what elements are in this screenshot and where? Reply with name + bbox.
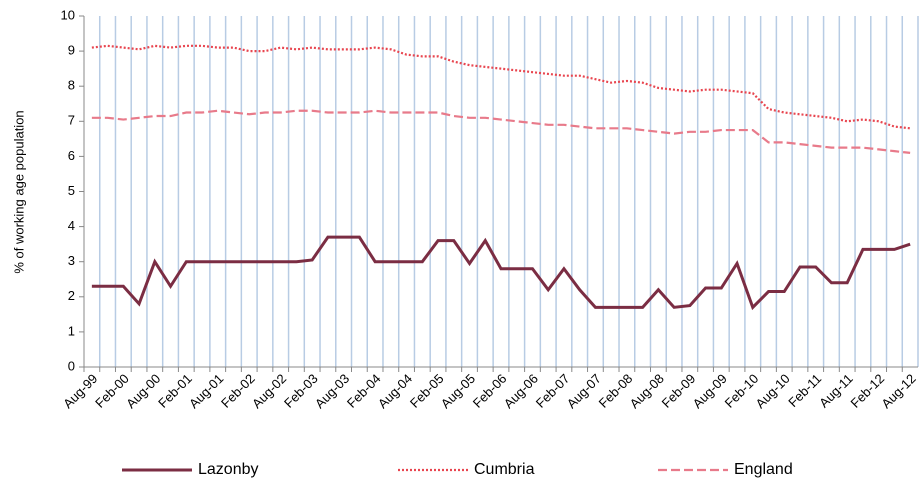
y-tick-label: 1 bbox=[68, 323, 75, 338]
x-tick-label: Aug-99 bbox=[60, 371, 100, 411]
x-tick-label: Aug-06 bbox=[501, 371, 541, 411]
x-tick-label: Aug-07 bbox=[564, 371, 604, 411]
x-tick-label: Aug-09 bbox=[690, 371, 730, 411]
x-tick-label: Aug-03 bbox=[312, 371, 352, 411]
y-tick-label: 8 bbox=[68, 78, 75, 93]
legend-label: England bbox=[734, 461, 793, 478]
x-tick-label: Aug-11 bbox=[816, 371, 856, 411]
y-tick-label: 4 bbox=[68, 218, 75, 233]
legend-label: Cumbria bbox=[474, 461, 535, 478]
line-lazonby bbox=[91, 235, 911, 311]
y-axis-label: % of working age population bbox=[11, 110, 26, 273]
x-tick-label: Aug-10 bbox=[753, 371, 793, 411]
line-cumbria bbox=[91, 44, 911, 130]
x-tick-label: Aug-02 bbox=[249, 371, 289, 411]
y-tick-label: 10 bbox=[61, 7, 75, 22]
x-tick-label: Aug-00 bbox=[123, 371, 163, 411]
x-tick-label: Aug-08 bbox=[627, 371, 667, 411]
y-tick-label: 6 bbox=[68, 148, 75, 163]
y-tick-label: 0 bbox=[68, 358, 75, 373]
legend-label: Lazonby bbox=[198, 461, 259, 478]
x-tick-label: Aug-04 bbox=[375, 371, 415, 411]
line-england bbox=[91, 109, 911, 154]
y-tick-label: 7 bbox=[68, 113, 75, 128]
x-tick-label: Feb-11 bbox=[785, 371, 824, 410]
y-tick-label: 5 bbox=[68, 183, 75, 198]
x-tick-label: Aug-05 bbox=[438, 371, 478, 411]
x-tick-label: Aug-01 bbox=[186, 371, 226, 411]
y-tick-label: 9 bbox=[68, 43, 75, 58]
y-tick-label: 2 bbox=[68, 288, 75, 303]
y-tick-label: 3 bbox=[68, 253, 75, 268]
x-tick-label: Aug-12 bbox=[878, 371, 918, 411]
